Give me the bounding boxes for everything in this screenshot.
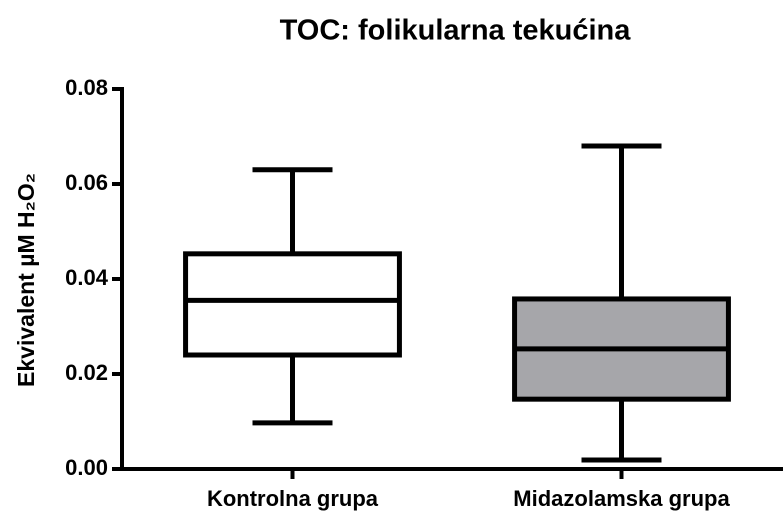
x-tick-label: Kontrolna grupa [207,486,379,511]
y-tick-label: 0.02 [65,360,108,385]
chart-title: TOC: folikularna tekućina [280,15,632,47]
x-tick-label: Midazolamska grupa [513,486,730,511]
y-tick-label: 0.08 [65,75,108,100]
y-tick-label: 0.06 [65,170,108,195]
y-axis-label: Ekvivalent µM H₂O₂ [13,173,39,387]
box [183,251,402,358]
y-tick-label: 0.04 [65,265,109,290]
y-tick-label: 0.00 [65,455,108,480]
